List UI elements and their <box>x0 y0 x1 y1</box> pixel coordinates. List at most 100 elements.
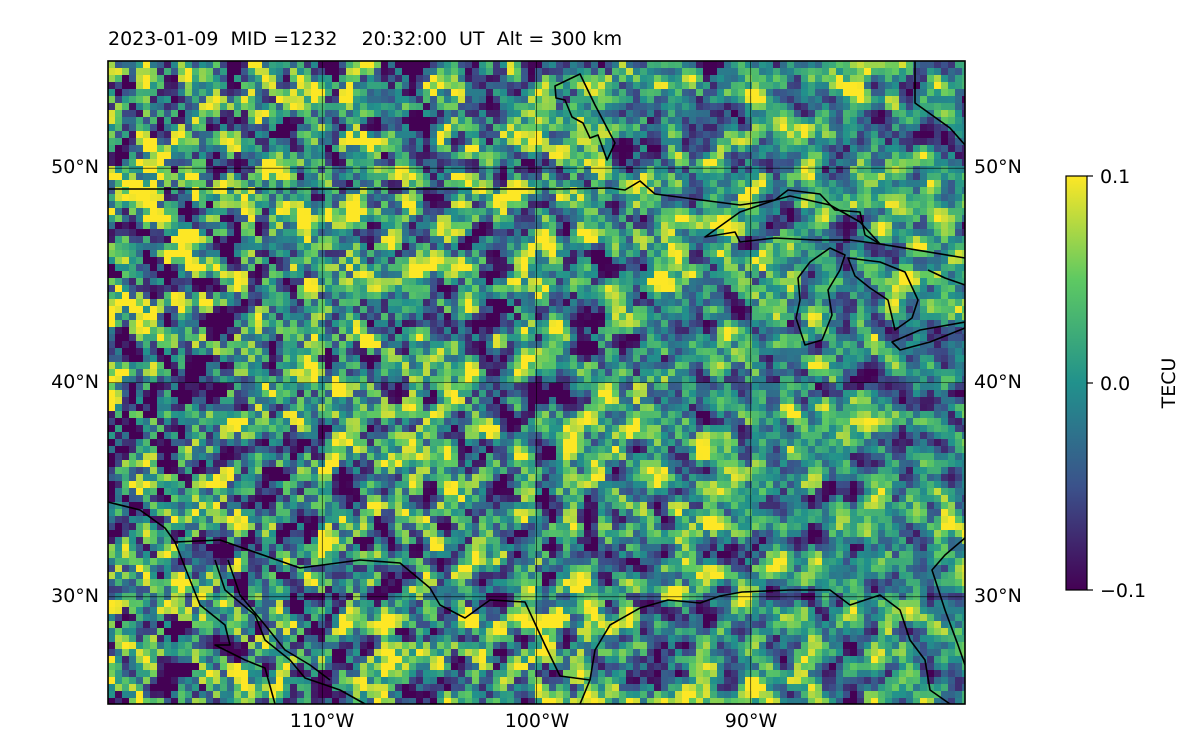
tec-cell <box>801 194 809 202</box>
tec-cell <box>612 152 620 160</box>
tec-cell <box>444 208 452 216</box>
tec-cell <box>304 201 312 209</box>
tec-cell <box>822 215 830 223</box>
tec-cell <box>668 145 676 153</box>
tec-cell <box>367 215 375 223</box>
tec-cell <box>871 96 879 104</box>
tec-cell <box>255 138 263 146</box>
tec-cell <box>563 313 571 321</box>
tec-cell <box>521 61 529 69</box>
tec-cell <box>311 313 319 321</box>
tec-cell <box>234 138 242 146</box>
tec-cell <box>906 243 914 251</box>
tec-cell <box>171 96 179 104</box>
tec-cell <box>465 299 473 307</box>
tec-cell <box>710 61 718 69</box>
tec-cell <box>612 131 620 139</box>
tec-cell <box>710 131 718 139</box>
tec-cell <box>297 257 305 265</box>
tec-cell <box>759 229 767 237</box>
tec-cell <box>577 222 585 230</box>
tec-cell <box>269 187 277 195</box>
tec-cell <box>892 320 900 328</box>
tec-cell <box>661 208 669 216</box>
tec-cell <box>283 159 291 167</box>
tec-cell <box>892 285 900 293</box>
tec-cell <box>227 236 235 244</box>
tec-cell <box>815 68 823 76</box>
tec-cell <box>745 271 753 279</box>
tec-cell <box>122 180 130 188</box>
tec-cell <box>906 271 914 279</box>
tec-cell <box>367 75 375 83</box>
tec-cell <box>451 341 459 349</box>
tec-cell <box>724 194 732 202</box>
tec-cell <box>577 334 585 342</box>
tec-cell <box>486 264 494 272</box>
tec-cell <box>570 257 578 265</box>
tec-cell <box>724 306 732 314</box>
tec-cell <box>864 173 872 181</box>
tec-cell <box>654 229 662 237</box>
tec-cell <box>220 166 228 174</box>
tec-cell <box>276 327 284 335</box>
tec-cell <box>675 131 683 139</box>
tec-cell <box>689 222 697 230</box>
tec-cell <box>745 229 753 237</box>
tec-cell <box>934 292 942 300</box>
tec-cell <box>605 257 613 265</box>
tec-cell <box>374 180 382 188</box>
tec-cell <box>353 243 361 251</box>
tec-cell <box>535 68 543 76</box>
tec-cell <box>591 110 599 118</box>
tec-cell <box>843 145 851 153</box>
tec-cell <box>584 68 592 76</box>
tec-cell <box>563 334 571 342</box>
tec-cell <box>640 110 648 118</box>
tec-cell <box>675 306 683 314</box>
tec-cell <box>381 96 389 104</box>
tec-cell <box>458 292 466 300</box>
tec-cell <box>857 159 865 167</box>
tec-cell <box>262 285 270 293</box>
tec-cell <box>871 243 879 251</box>
tec-cell <box>612 327 620 335</box>
tec-cell <box>423 180 431 188</box>
tec-cell <box>906 159 914 167</box>
tec-cell <box>269 271 277 279</box>
tec-cell <box>906 110 914 118</box>
tec-cell <box>920 152 928 160</box>
tec-cell <box>290 320 298 328</box>
tec-cell <box>808 131 816 139</box>
tec-cell <box>626 173 634 181</box>
tec-cell <box>941 145 949 153</box>
tec-cell <box>948 145 956 153</box>
tec-cell <box>367 117 375 125</box>
tec-cell <box>549 180 557 188</box>
tec-cell <box>570 117 578 125</box>
tec-cell <box>304 166 312 174</box>
tec-cell <box>829 194 837 202</box>
tec-cell <box>633 292 641 300</box>
tec-cell <box>444 103 452 111</box>
tec-cell <box>192 96 200 104</box>
tec-cell <box>542 285 550 293</box>
tec-cell <box>493 264 501 272</box>
tec-cell <box>745 285 753 293</box>
tec-cell <box>703 82 711 90</box>
tec-cell <box>668 166 676 174</box>
tec-cell <box>535 166 543 174</box>
tec-cell <box>465 117 473 125</box>
tec-cell <box>633 229 641 237</box>
tec-cell <box>759 110 767 118</box>
tec-cell <box>626 138 634 146</box>
tec-cell <box>339 103 347 111</box>
tec-cell <box>745 159 753 167</box>
tec-cell <box>591 89 599 97</box>
tec-cell <box>311 89 319 97</box>
tec-cell <box>843 82 851 90</box>
tec-cell <box>514 68 522 76</box>
tec-cell <box>192 89 200 97</box>
tec-cell <box>150 173 158 181</box>
tec-cell <box>486 215 494 223</box>
